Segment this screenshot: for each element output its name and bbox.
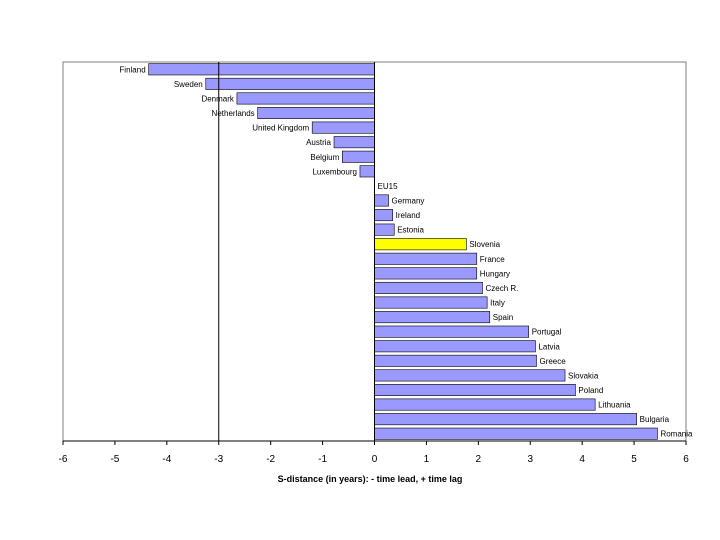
x-tick-label: -4 (162, 454, 171, 465)
category-label-ireland: Ireland (396, 211, 420, 220)
x-tick-label: -3 (214, 454, 223, 465)
category-label-austria: Austria (306, 138, 331, 147)
bar-portugal (374, 325, 529, 338)
category-labels: Finland Sweden Denmark Netherlands United Ki… (119, 65, 693, 438)
bar-france (374, 252, 478, 265)
bar-denmark (236, 92, 375, 105)
category-label-spain: Spain (493, 313, 513, 322)
bar-united-kingdom (311, 121, 375, 134)
x-tick-label: -5 (110, 454, 119, 465)
category-label-slovenia: Slovenia (469, 240, 500, 249)
bars-group (148, 63, 658, 440)
bar-poland (374, 383, 576, 396)
bar-latvia (374, 340, 536, 353)
bar-italy (374, 296, 488, 309)
bar-austria (333, 136, 375, 149)
category-label-greece: Greece (539, 357, 566, 366)
x-tick-label: 6 (683, 454, 689, 465)
x-tick-label: 1 (424, 454, 430, 465)
bar-romania (374, 427, 658, 440)
category-label-romania: Romania (660, 430, 693, 439)
bar-germany (374, 194, 389, 207)
bar-hungary (374, 267, 478, 280)
bar-netherlands (257, 107, 375, 120)
category-label-netherlands: Netherlands (212, 109, 255, 118)
category-label-hungary: Hungary (480, 269, 510, 278)
bar-czech-r (374, 281, 483, 294)
x-axis-title: S-distance (in years): - time lead, + ti… (278, 474, 463, 484)
bar-luxembourg (359, 165, 375, 178)
category-label-luxembourg: Luxembourg (312, 167, 356, 176)
x-tick-label: 4 (579, 454, 585, 465)
category-label-lithuania: Lithuania (598, 401, 631, 410)
category-label-poland: Poland (578, 386, 603, 395)
category-label-sweden: Sweden (174, 80, 203, 89)
category-label-italy: Italy (490, 299, 505, 308)
category-label-eu15: EU15 (378, 182, 399, 191)
bar-finland (148, 63, 375, 76)
bar-belgium (342, 150, 375, 163)
category-label-finland: Finland (119, 65, 145, 74)
bar-ireland (374, 209, 393, 222)
category-label-slovakia: Slovakia (568, 371, 599, 380)
category-label-belgium: Belgium (310, 153, 339, 162)
bar-slovenia (374, 238, 467, 251)
category-label-denmark: Denmark (201, 94, 234, 103)
bar-spain (374, 311, 491, 324)
category-label-germany: Germany (392, 196, 425, 205)
category-label-portugal: Portugal (532, 328, 562, 337)
x-tick-label: -1 (318, 454, 327, 465)
bar-bulgaria (374, 413, 637, 426)
category-label-czech-r: Czech R. (485, 284, 518, 293)
bar-slovakia (374, 369, 566, 382)
category-label-estonia: Estonia (397, 226, 424, 235)
category-label-bulgaria: Bulgaria (640, 415, 670, 424)
category-label-france: France (480, 255, 505, 264)
x-tick-label: 2 (476, 454, 482, 465)
bar-estonia (374, 223, 395, 236)
bar-greece (374, 354, 537, 367)
x-tick-label: -6 (59, 454, 68, 465)
bar-sweden (205, 77, 375, 90)
bar-lithuania (374, 398, 596, 411)
category-label-united-kingdom: United Kingdom (252, 124, 309, 133)
x-axis-ticks: -6 -5 -4 -3 -2 -1 0 1 2 3 4 5 6 (59, 441, 689, 465)
x-tick-label: -2 (266, 454, 275, 465)
x-tick-label: 3 (527, 454, 533, 465)
category-label-latvia: Latvia (538, 342, 560, 351)
x-tick-label: 0 (372, 454, 378, 465)
x-tick-label: 5 (631, 454, 637, 465)
